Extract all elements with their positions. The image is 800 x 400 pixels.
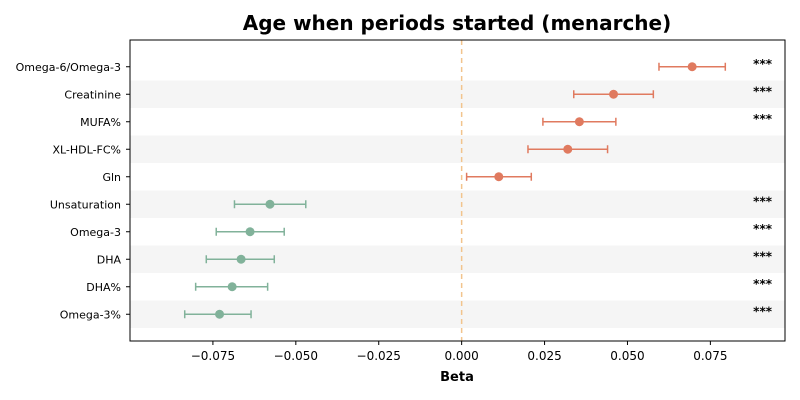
- row-band: [130, 135, 785, 163]
- row-band: [130, 80, 785, 108]
- x-axis-ticks: −0.075 −0.050 −0.025 0.000 0.025 0.050 0.075: [191, 341, 728, 363]
- significance-label: ***: [753, 112, 773, 126]
- chart-title: Age when periods started (menarche): [243, 11, 672, 35]
- beta-point: [236, 254, 246, 264]
- significance-label: ***: [753, 277, 773, 291]
- beta-point: [687, 62, 697, 72]
- beta-point: [609, 89, 619, 99]
- y-tick-label: XL-HDL-FC%: [52, 143, 121, 156]
- x-tick-label: −0.025: [357, 349, 401, 363]
- x-tick-label: 0.075: [693, 349, 727, 363]
- x-tick-label: 0.050: [610, 349, 644, 363]
- y-tick-label: Creatinine: [64, 88, 121, 101]
- significance-label: ***: [753, 57, 773, 71]
- beta-point: [215, 309, 225, 319]
- y-axis-labels: Omega-6/Omega-3 Creatinine MUFA% XL-HDL-FC%…: [16, 61, 130, 321]
- x-tick-label: 0.000: [444, 349, 478, 363]
- data-marks: [183, 62, 727, 319]
- y-tick-label: Unsaturation: [50, 198, 121, 211]
- plot-frame: [129, 39, 786, 342]
- y-tick-label: DHA: [97, 253, 122, 266]
- y-tick-label: DHA%: [86, 281, 121, 294]
- y-tick-label: MUFA%: [80, 116, 121, 129]
- significance-label: ***: [753, 249, 773, 263]
- y-tick-label: Omega-3%: [60, 308, 121, 321]
- beta-point: [563, 144, 573, 154]
- x-tick-label: −0.075: [191, 349, 235, 363]
- significance-labels: *** *** *** *** *** *** *** ***: [753, 57, 773, 319]
- row-band: [130, 190, 785, 218]
- beta-point: [227, 282, 237, 292]
- x-tick-label: 0.025: [527, 349, 561, 363]
- significance-label: ***: [753, 84, 773, 98]
- beta-point: [265, 199, 275, 209]
- x-axis-label: Beta: [440, 370, 474, 385]
- significance-label: ***: [753, 194, 773, 208]
- significance-label: ***: [753, 304, 773, 318]
- y-tick-label: Gln: [102, 171, 121, 184]
- beta-point: [574, 117, 584, 127]
- x-tick-label: −0.050: [274, 349, 318, 363]
- row-bands: [130, 80, 785, 328]
- significance-label: ***: [753, 222, 773, 236]
- y-tick-label: Omega-3: [70, 226, 121, 239]
- beta-point: [245, 227, 255, 237]
- y-tick-label: Omega-6/Omega-3: [16, 61, 121, 74]
- beta-point: [494, 172, 504, 182]
- axes: [129, 39, 786, 342]
